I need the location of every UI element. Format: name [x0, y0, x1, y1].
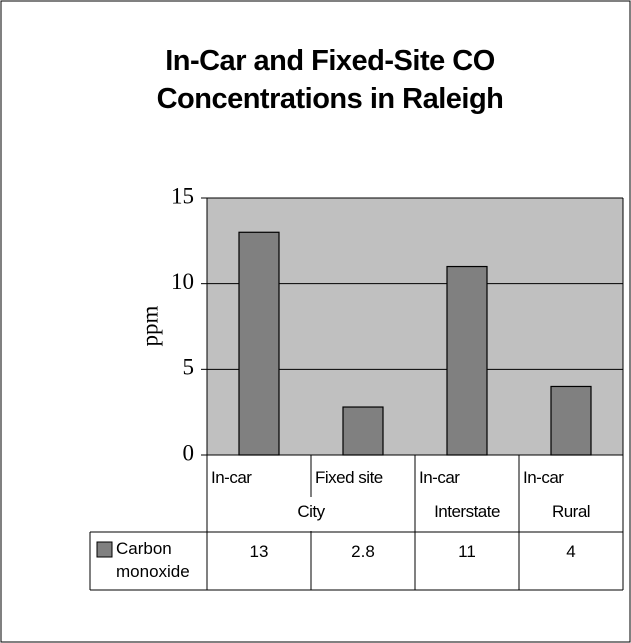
group-label: Rural [551, 502, 591, 521]
y-tick-label: 0 [183, 440, 195, 465]
x-tick-label: Fixed site [315, 468, 383, 487]
x-tick-label: In-car [211, 468, 252, 487]
table-value: 11 [458, 542, 476, 561]
chart-title: In-Car and Fixed-Site CO Concentrations … [156, 45, 504, 115]
bar [342, 406, 384, 456]
legend-label: Carbon monoxide [116, 539, 190, 581]
legend-key [96, 541, 113, 558]
y-tick-label: 10 [171, 269, 194, 294]
bar [550, 385, 592, 456]
x-tick-label: In-car [419, 468, 460, 487]
group-label: Interstate [434, 502, 500, 521]
bar [446, 265, 488, 456]
y-axis-label: ppm [137, 305, 162, 346]
table-value: 13 [249, 542, 269, 561]
group-mask [310, 497, 312, 531]
y-tick-label: 15 [171, 183, 194, 208]
group-label: City [297, 502, 325, 521]
x-tick-label: In-car [523, 468, 564, 487]
table-value: 4 [566, 542, 576, 561]
bar [238, 231, 280, 456]
table-value: 2.8 [351, 542, 375, 561]
y-tick-label: 5 [183, 355, 195, 380]
